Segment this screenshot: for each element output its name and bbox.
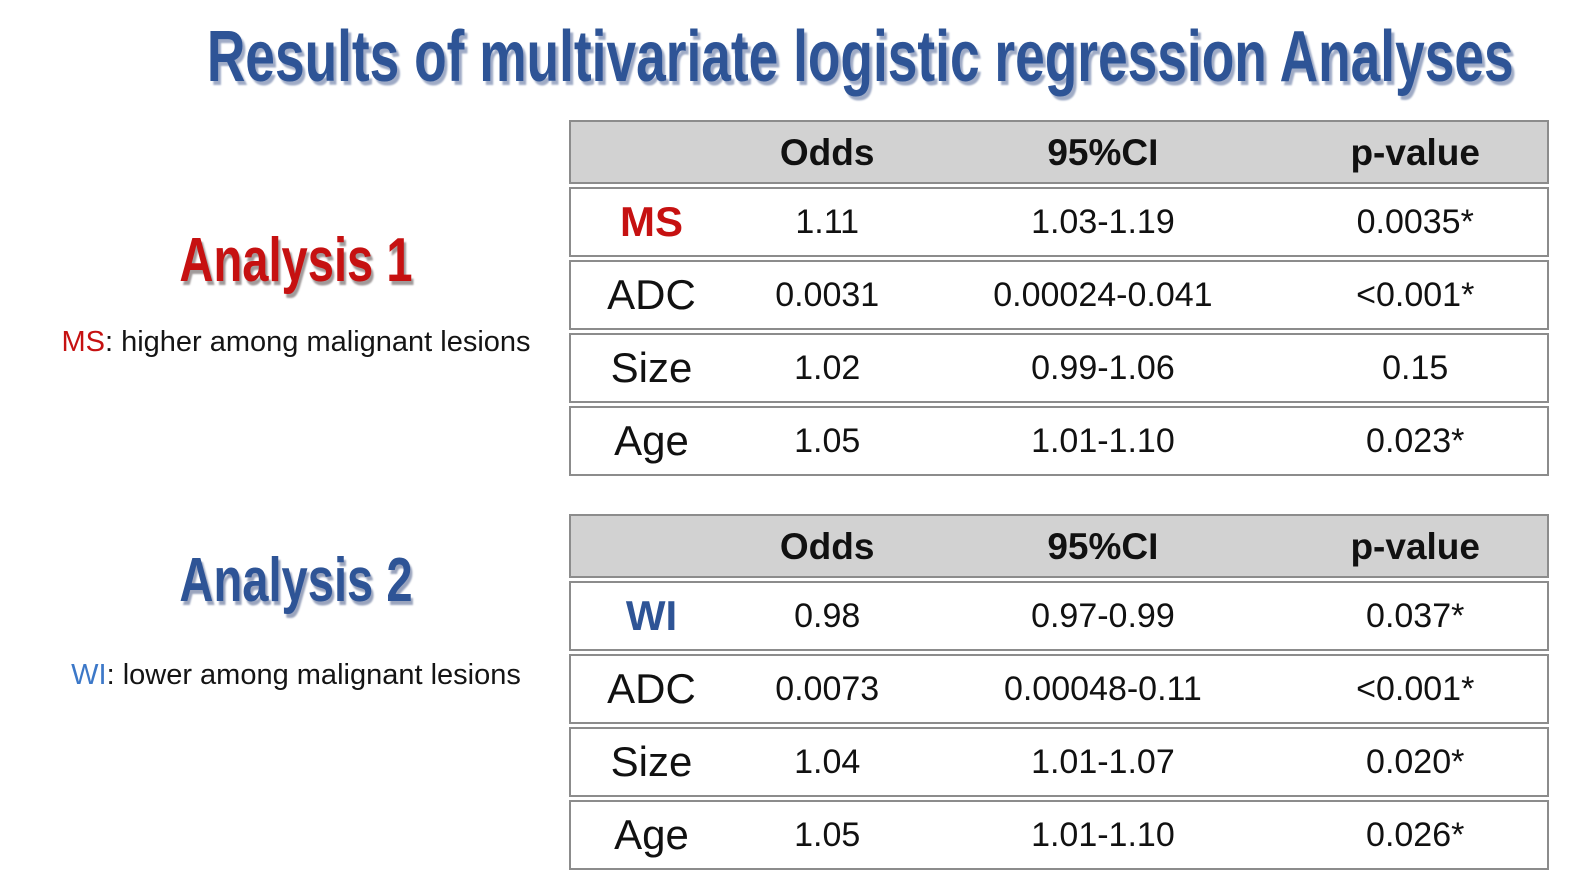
analysis-2-note-text: : lower among malignant lesions <box>106 659 521 691</box>
row-label: ADC <box>607 665 696 712</box>
p-value: 0.15 <box>1382 349 1449 387</box>
header-pvalue: p-value <box>1350 131 1480 173</box>
analysis-2-heading-block: Analysis 2 <box>0 550 592 612</box>
analysis-2-table: Odds 95%CI p-value WI 0.98 0.97-0.99 0.0… <box>569 514 1549 870</box>
analysis-2-heading: Analysis 2 <box>179 546 413 615</box>
analysis-1-note-term: MS <box>61 326 105 358</box>
ci-value: 0.99-1.06 <box>1031 349 1175 387</box>
table-row: Age 1.05 1.01-1.10 0.023* <box>569 406 1549 476</box>
analysis-2-note: WI: lower among malignant lesions <box>0 659 592 692</box>
p-value: 0.026* <box>1366 816 1465 854</box>
row-label: ADC <box>607 271 696 318</box>
ci-value: 1.01-1.07 <box>1031 743 1175 781</box>
p-value: <0.001* <box>1356 276 1475 314</box>
table-header-row: Odds 95%CI p-value <box>569 514 1549 578</box>
odds-value: 1.05 <box>794 422 861 460</box>
ci-value: 1.01-1.10 <box>1031 816 1175 854</box>
analysis-1-heading-block: Analysis 1 <box>0 230 592 292</box>
p-value: 0.023* <box>1366 422 1465 460</box>
p-value: 0.020* <box>1366 743 1465 781</box>
ci-value: 0.97-0.99 <box>1031 597 1175 635</box>
row-label: Size <box>610 344 693 391</box>
odds-value: 1.04 <box>794 743 861 781</box>
p-value: 0.037* <box>1366 597 1465 635</box>
table-row: WI 0.98 0.97-0.99 0.037* <box>569 581 1549 651</box>
header-ci: 95%CI <box>1047 525 1159 567</box>
ci-value: 1.03-1.19 <box>1031 203 1175 241</box>
header-pvalue: p-value <box>1350 525 1480 567</box>
ci-value: 0.00048-0.11 <box>1003 670 1202 708</box>
row-label: WI <box>625 592 678 639</box>
row-label: Size <box>610 738 693 785</box>
odds-value: 1.05 <box>794 816 861 854</box>
table-header-row: Odds 95%CI p-value <box>569 120 1549 184</box>
header-odds: Odds <box>779 525 875 567</box>
header-odds: Odds <box>779 131 875 173</box>
page-title: Results of multivariate logistic regress… <box>206 17 1514 97</box>
odds-value: 0.0073 <box>775 670 880 708</box>
analysis-1-heading: Analysis 1 <box>179 226 413 295</box>
ci-value: 0.00024-0.041 <box>993 276 1213 314</box>
row-label: Age <box>614 811 689 858</box>
table-row: ADC 0.0031 0.00024-0.041 <0.001* <box>569 260 1549 330</box>
odds-value: 0.98 <box>794 597 861 635</box>
table-row: Age 1.05 1.01-1.10 0.026* <box>569 800 1549 870</box>
ci-value: 1.01-1.10 <box>1031 422 1175 460</box>
table-row: MS 1.11 1.03-1.19 0.0035* <box>569 187 1549 257</box>
row-label: Age <box>614 417 689 464</box>
p-value: <0.001* <box>1356 670 1475 708</box>
table-row: Size 1.02 0.99-1.06 0.15 <box>569 333 1549 403</box>
analysis-1-note-text: : higher among malignant lesions <box>104 326 531 358</box>
odds-value: 0.0031 <box>775 276 880 314</box>
analysis-2-note-term: WI <box>71 659 107 691</box>
analysis-1-table: Odds 95%CI p-value MS 1.11 1.03-1.19 0.0… <box>569 120 1549 476</box>
analysis-1-note: MS: higher among malignant lesions <box>0 326 592 359</box>
odds-value: 1.11 <box>795 203 860 241</box>
row-label: MS <box>620 198 684 245</box>
header-ci: 95%CI <box>1047 131 1159 173</box>
p-value: 0.0035* <box>1356 203 1474 241</box>
odds-value: 1.02 <box>794 349 861 387</box>
table-row: Size 1.04 1.01-1.07 0.020* <box>569 727 1549 797</box>
table-row: ADC 0.0073 0.00048-0.11 <0.001* <box>569 654 1549 724</box>
